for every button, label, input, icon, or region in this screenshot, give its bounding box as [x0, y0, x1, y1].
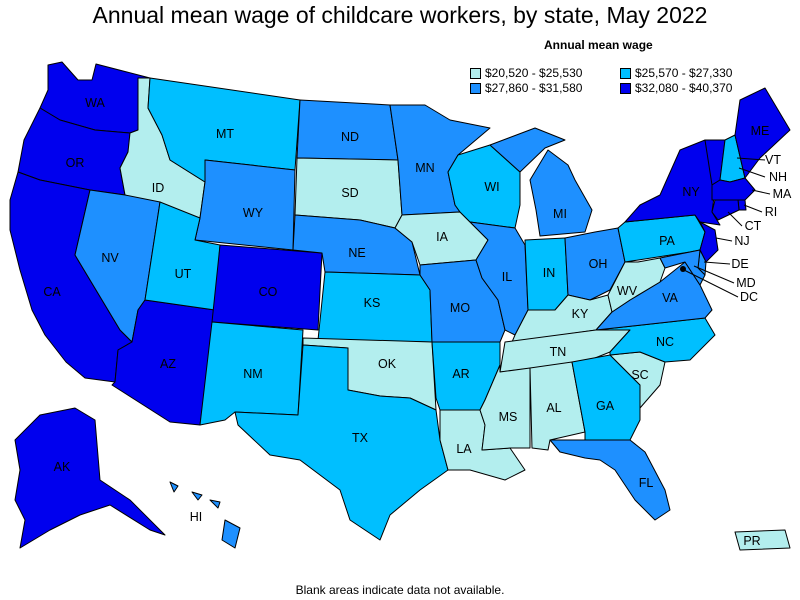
legend-range-2: $25,570 - $27,330: [635, 66, 733, 80]
label-nm: NM: [243, 367, 262, 381]
dc-marker: [680, 266, 686, 272]
label-ok: OK: [378, 357, 397, 371]
state-mi[interactable]: [489, 127, 593, 237]
label-id: ID: [152, 181, 165, 195]
label-ky: KY: [572, 307, 589, 321]
label-sd: SD: [341, 186, 358, 200]
label-ks: KS: [364, 296, 381, 310]
label-wv: WV: [617, 284, 638, 298]
legend-range-1: $20,520 - $25,530: [485, 66, 583, 80]
leader-de: [703, 261, 731, 265]
label-mn: MN: [415, 161, 434, 175]
legend-range-4: $32,080 - $40,370: [635, 81, 733, 95]
label-nd: ND: [341, 130, 359, 144]
state-il[interactable]: [469, 221, 529, 336]
state-fl[interactable]: [549, 439, 671, 521]
label-ak: AK: [54, 460, 71, 474]
state-ny[interactable]: [624, 139, 721, 226]
label-oh: OH: [589, 257, 608, 271]
leader-dc: [683, 269, 739, 298]
label-nh: NH: [769, 170, 787, 184]
label-az: AZ: [160, 357, 176, 371]
label-nj: NJ: [734, 234, 749, 248]
label-nc: NC: [656, 335, 674, 349]
state-ak[interactable]: [14, 407, 166, 549]
legend-swatch-3: [470, 82, 481, 94]
label-hi: HI: [190, 510, 203, 524]
label-pr: PR: [743, 534, 760, 548]
label-ga: GA: [596, 399, 615, 413]
legend-range-3: $27,860 - $31,580: [485, 81, 583, 95]
label-de: DE: [731, 257, 748, 271]
state-nc[interactable]: [595, 317, 716, 363]
leader-nj: [715, 237, 733, 242]
label-mt: MT: [216, 127, 234, 141]
state-wy[interactable]: [194, 159, 296, 251]
label-la: LA: [456, 442, 472, 456]
label-il: IL: [502, 270, 512, 284]
legend-item-3: $27,860 - $31,580: [470, 81, 582, 95]
state-ms[interactable]: [479, 364, 531, 451]
label-dc: DC: [740, 290, 758, 304]
label-mo: MO: [450, 301, 470, 315]
state-md[interactable]: [659, 249, 706, 286]
leader-vt: [736, 157, 766, 161]
legend-item-2: $25,570 - $27,330: [620, 66, 732, 80]
label-al: AL: [546, 401, 561, 415]
label-nv: NV: [101, 251, 119, 265]
leader-nh: [738, 167, 766, 178]
label-co: CO: [259, 285, 278, 299]
leader-ma: [751, 189, 771, 195]
label-wa: WA: [85, 96, 105, 110]
label-tn: TN: [550, 345, 567, 359]
label-me: ME: [751, 124, 770, 138]
label-va: VA: [662, 291, 678, 305]
label-ct: CT: [745, 219, 762, 233]
state-hi[interactable]: [169, 481, 241, 549]
state-ma[interactable]: [711, 177, 756, 201]
state-tx[interactable]: [234, 344, 449, 541]
leader-ct: [727, 211, 743, 227]
label-pa: PA: [659, 234, 675, 248]
label-ut: UT: [175, 267, 192, 281]
legend-swatch-1: [470, 67, 481, 79]
label-or: OR: [66, 156, 85, 170]
legend-swatch-4: [620, 82, 631, 94]
leader-ri: [743, 204, 763, 213]
label-ms: MS: [499, 410, 518, 424]
label-ca: CA: [43, 285, 61, 299]
label-vt: VT: [765, 153, 781, 167]
label-wy: WY: [243, 206, 264, 220]
label-wi: WI: [484, 180, 499, 194]
legend-item-4: $32,080 - $40,370: [620, 81, 732, 95]
label-ri: RI: [765, 205, 778, 219]
label-fl: FL: [639, 476, 654, 490]
label-mi: MI: [553, 207, 567, 221]
map-title: Annual mean wage of childcare workers, b…: [92, 2, 708, 28]
label-ar: AR: [452, 367, 469, 381]
label-sc: SC: [631, 368, 648, 382]
label-in: IN: [543, 266, 556, 280]
label-md: MD: [736, 276, 755, 290]
state-ct[interactable]: [711, 199, 740, 221]
label-ma: MA: [773, 187, 792, 201]
legend-title: Annual mean wage: [544, 38, 653, 52]
legend-item-1: $20,520 - $25,530: [470, 66, 582, 80]
state-co[interactable]: [211, 244, 323, 331]
footnote: Blank areas indicate data not available.: [295, 583, 505, 597]
state-pr[interactable]: [734, 529, 791, 551]
label-tx: TX: [352, 431, 369, 445]
leader-md: [693, 265, 735, 284]
legend-swatch-2: [620, 67, 631, 79]
label-ia: IA: [436, 230, 448, 244]
label-ne: NE: [348, 246, 365, 260]
label-ny: NY: [682, 185, 700, 199]
